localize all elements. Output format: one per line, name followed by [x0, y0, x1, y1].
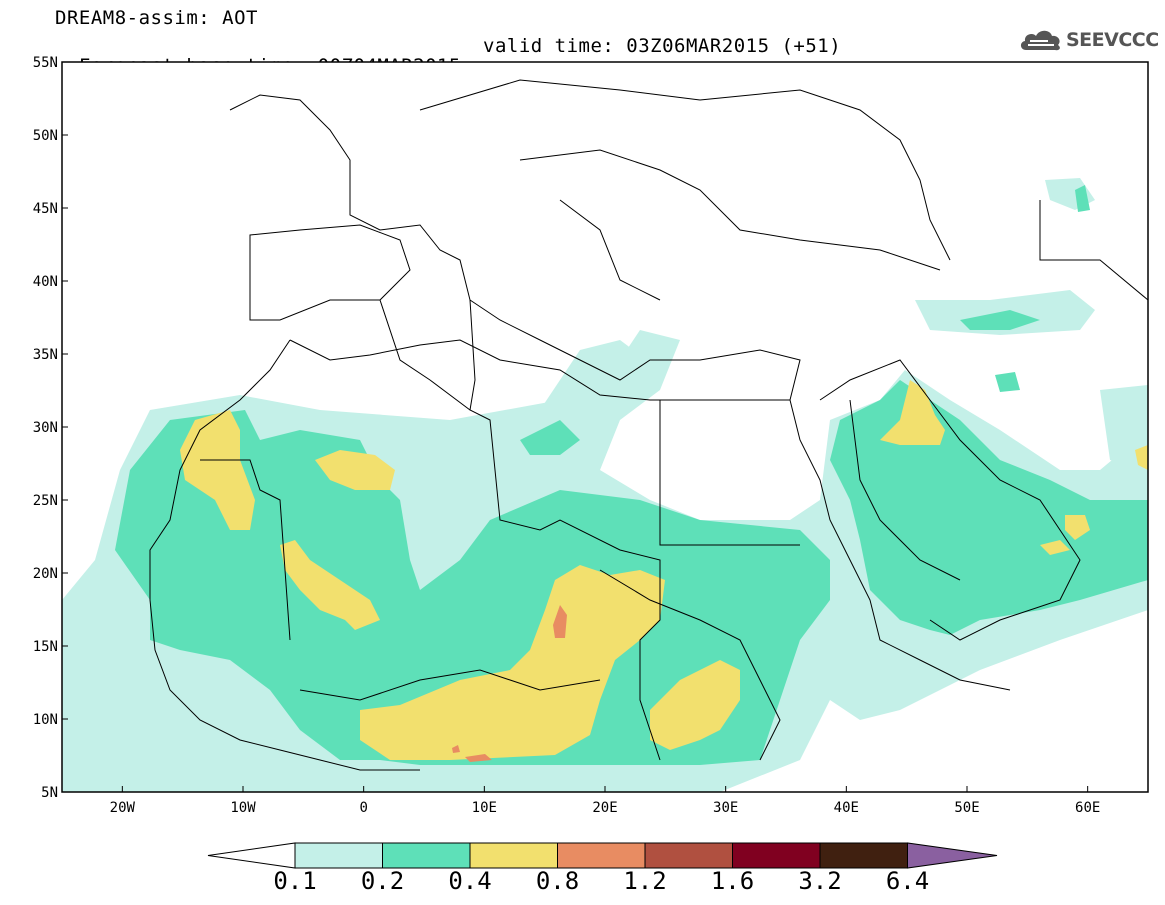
colorbar-level-label: 0.1	[273, 867, 317, 895]
colorbar-level-label: 0.2	[360, 867, 405, 895]
map-title: DREAM8-assim: AOT	[55, 7, 258, 29]
colorbar-swatch	[382, 842, 471, 869]
colorbar-swatch	[644, 842, 733, 869]
lon-tick-label: 40E	[834, 800, 859, 816]
lat-tick-label: 25N	[33, 493, 58, 509]
colorbar-swatch	[732, 842, 821, 869]
colorbar-level-label: 0.4	[448, 867, 492, 895]
lon-tick-label: 20E	[592, 800, 617, 816]
lat-tick-label: 30N	[33, 420, 58, 436]
lon-tick-label: 60E	[1075, 800, 1100, 816]
lat-tick-label: 10N	[33, 712, 58, 728]
lat-tick-label: 40N	[33, 274, 58, 290]
longitude-axis: 20W 10W 0 10E 20E 30E 40E 50E 60E	[110, 786, 1100, 816]
colorbar-level-label: 3.2	[798, 867, 842, 895]
colorbar-swatch	[819, 842, 908, 869]
lat-tick-label: 15N	[33, 639, 58, 655]
lat-tick-label: 50N	[33, 128, 58, 144]
logo-text: SEEVCCC	[1066, 29, 1159, 51]
lat-tick-label: 55N	[33, 55, 58, 71]
seevccc-logo: SEEVCCC	[1018, 26, 1159, 54]
lon-tick-label: 0	[359, 800, 367, 816]
aot-0.8-layer	[452, 605, 567, 762]
colorbar-under-arrow	[207, 842, 296, 869]
lat-tick-label: 20N	[33, 566, 58, 582]
colorbar-over-arrow	[907, 842, 998, 869]
lon-tick-label: 20W	[110, 800, 136, 816]
colorbar-swatch	[469, 842, 558, 869]
lon-tick-label: 10E	[472, 800, 497, 816]
aot-0.4-layer	[180, 380, 1148, 760]
colorbar-swatch	[294, 842, 383, 869]
valid-time: valid time: 03Z06MAR2015 (+51)	[483, 35, 842, 57]
colorbar-level-label: 1.6	[710, 867, 755, 895]
cloud-icon	[1020, 30, 1060, 51]
lon-tick-label: 50E	[954, 800, 979, 816]
lat-tick-label: 45N	[33, 201, 58, 217]
lon-tick-label: 10W	[230, 800, 256, 816]
latitude-axis: 5N 10N 15N 20N 25N 30N 35N 40N 45N 50N 55N	[33, 55, 68, 801]
colorbar-level-label: 0.8	[535, 867, 580, 895]
country-borders	[149, 79, 1148, 771]
lat-tick-label: 35N	[33, 347, 58, 363]
colorbar-level-label: 1.2	[623, 867, 667, 895]
lon-tick-label: 30E	[713, 800, 738, 816]
lat-tick-label: 5N	[41, 785, 58, 801]
colorbar-swatch	[557, 842, 646, 869]
colorbar-level-label: 6.4	[885, 867, 930, 895]
